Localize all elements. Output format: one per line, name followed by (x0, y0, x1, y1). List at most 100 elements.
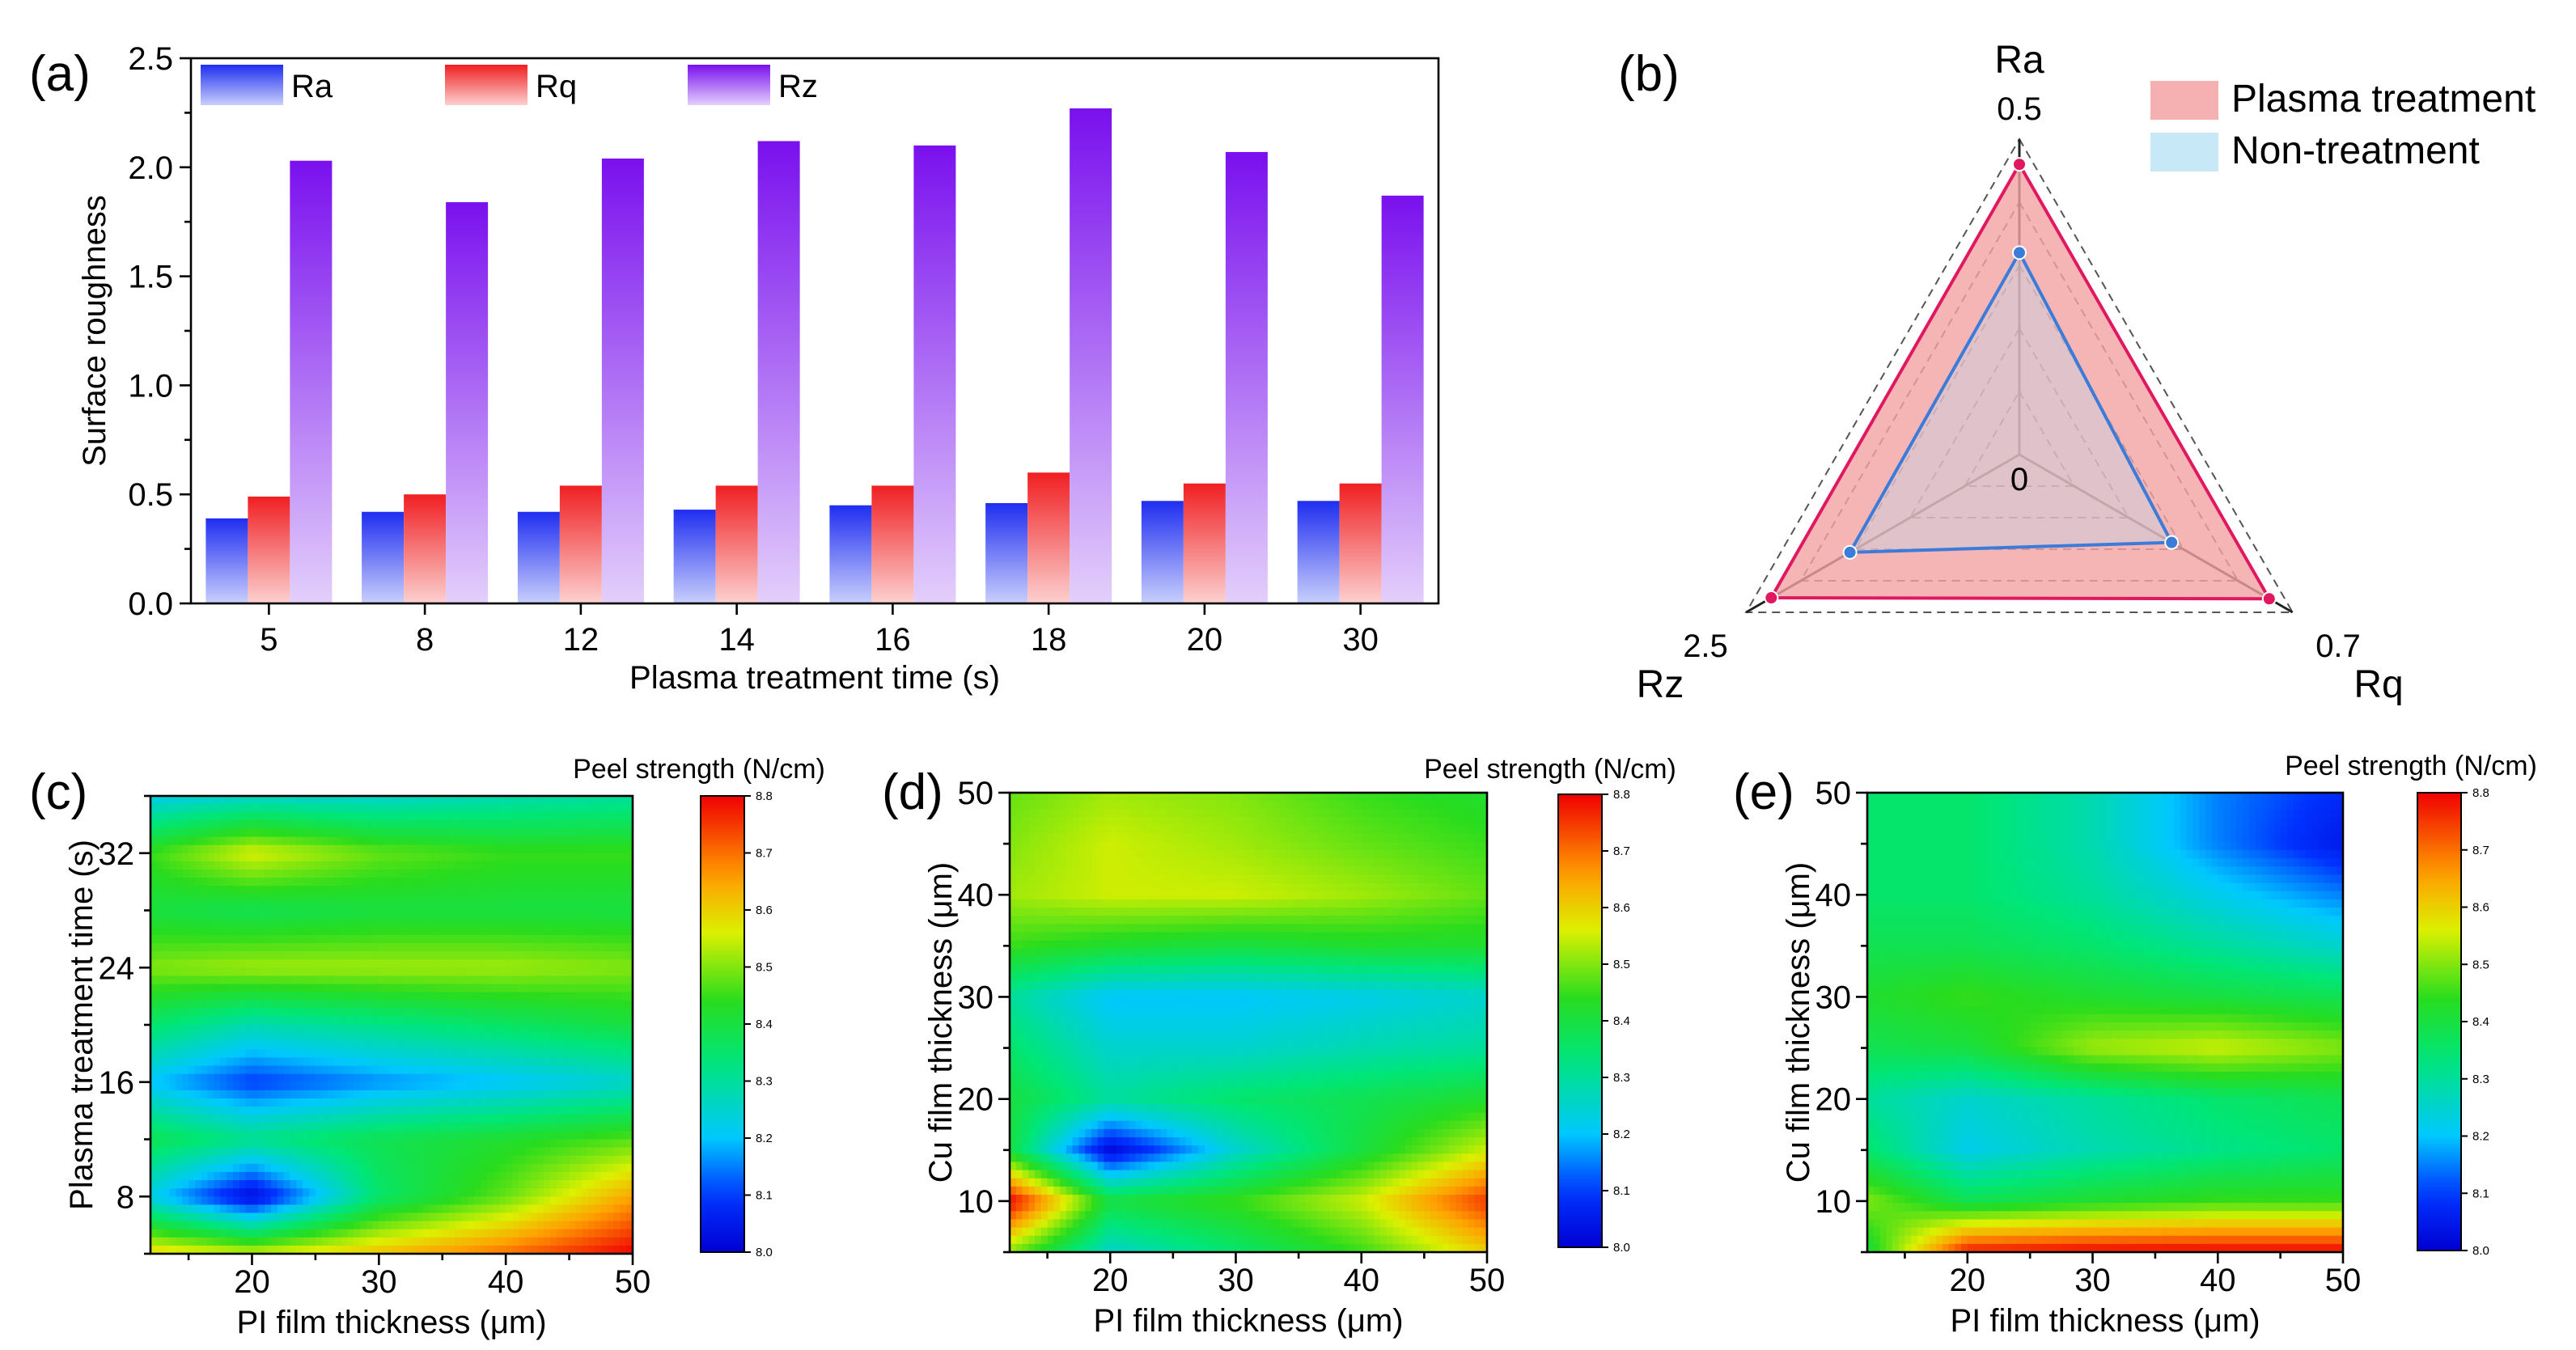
heat-cell (334, 1041, 342, 1051)
heat-cell (537, 1131, 545, 1141)
heat-cell (277, 1123, 285, 1132)
heat-cell (220, 1107, 227, 1115)
heat-cell (328, 861, 336, 870)
heat-cell (544, 1245, 551, 1255)
heat-cell (182, 926, 189, 936)
heat-cell (245, 878, 253, 887)
heat-cell (1060, 858, 1067, 868)
heat-cell (315, 828, 323, 838)
heat-cell (353, 869, 361, 878)
heat-cell (150, 861, 158, 870)
heat-cell (245, 796, 253, 805)
heat-cell (455, 869, 463, 878)
heat-cell (334, 918, 342, 928)
heat-cell (163, 910, 171, 920)
heat-cell (410, 1171, 418, 1181)
heat-cell (169, 1123, 177, 1132)
heat-cell (480, 1081, 488, 1091)
heat-cell (232, 902, 240, 912)
heat-cell (220, 1041, 227, 1051)
heat-cell (271, 975, 278, 985)
heat-cell (359, 992, 367, 1001)
heat-cell (303, 1237, 310, 1246)
heat-cell (239, 1155, 247, 1165)
heat-cell (1035, 1178, 1042, 1187)
heat-cell (506, 975, 513, 985)
heat-cell (613, 828, 621, 838)
heat-cell (575, 1049, 583, 1059)
heat-cell (290, 1131, 298, 1141)
heat-cell (499, 918, 506, 928)
heat-cell (493, 861, 501, 870)
heat-cell (245, 1057, 253, 1067)
heat-cell (569, 853, 577, 862)
heat-cell (214, 1073, 222, 1083)
heat-cell (283, 992, 291, 1001)
heat-cell (556, 1139, 564, 1149)
heat-cell (201, 1204, 209, 1214)
heat-cell (430, 1049, 437, 1059)
heat-cell (423, 844, 430, 854)
heat-cell (575, 1107, 583, 1115)
heat-cell (1022, 1022, 1030, 1031)
heat-cell (182, 844, 189, 854)
heat-cell (1047, 916, 1055, 925)
heat-cell (600, 1171, 608, 1181)
heat-cell (239, 951, 247, 960)
heat-cell (455, 1016, 463, 1026)
heat-cell (315, 1131, 323, 1141)
heat-cell (163, 942, 171, 952)
heat-cell (607, 910, 615, 920)
heat-cell (353, 951, 361, 960)
heat-cell (328, 1221, 336, 1230)
heat-cell (506, 886, 513, 895)
heat-cell (442, 1098, 450, 1107)
heat-cell (550, 1237, 557, 1246)
heat-cell (600, 1188, 608, 1198)
heat-cell (252, 1221, 260, 1230)
heat-cell (252, 902, 260, 912)
heat-cell (1053, 916, 1061, 925)
heat-cell (392, 812, 399, 822)
heat-cell (176, 1123, 184, 1132)
heat-cell (550, 1139, 557, 1149)
heat-cell (423, 1221, 430, 1230)
heat-cell (156, 1098, 164, 1107)
heat-cell (518, 910, 526, 920)
heat-cell (473, 959, 481, 969)
heat-cell (176, 1188, 184, 1198)
heat-cell (372, 812, 380, 822)
heat-cell (506, 804, 513, 814)
y-axis-title: Plasma treatment time (s) (64, 840, 100, 1210)
heat-cell (309, 1147, 316, 1157)
heat-cell (486, 926, 494, 936)
heat-cell (397, 1057, 405, 1067)
heat-cell (232, 1155, 240, 1165)
heat-cell (271, 1204, 278, 1214)
heat-cell (353, 1033, 361, 1043)
heat-cell (1060, 1039, 1067, 1048)
heat-cell (607, 1107, 615, 1115)
heat-cell (473, 844, 481, 854)
heat-cell (473, 902, 481, 912)
heat-cell (1015, 1195, 1023, 1204)
heat-cell (1028, 1162, 1036, 1171)
heat-cell (271, 992, 278, 1001)
heat-cell (220, 1204, 227, 1214)
heat-cell (562, 1245, 570, 1255)
heat-cell (265, 1049, 272, 1059)
radar-axis-label-rz: Rz (1637, 663, 1684, 706)
heat-cell (397, 918, 405, 928)
heat-cell (537, 1204, 545, 1214)
heat-cell (512, 1245, 519, 1255)
heat-cell (220, 926, 227, 936)
heat-cell (334, 1016, 342, 1026)
heat-cell (347, 1115, 354, 1124)
heat-cell (397, 926, 405, 936)
heat-cell (194, 1212, 202, 1222)
heat-cell (455, 902, 463, 912)
heat-cell (232, 1000, 240, 1009)
y-tick-label-0.0: 0.0 (128, 586, 173, 622)
heat-cell (404, 1115, 412, 1124)
heat-cell (562, 1180, 570, 1189)
